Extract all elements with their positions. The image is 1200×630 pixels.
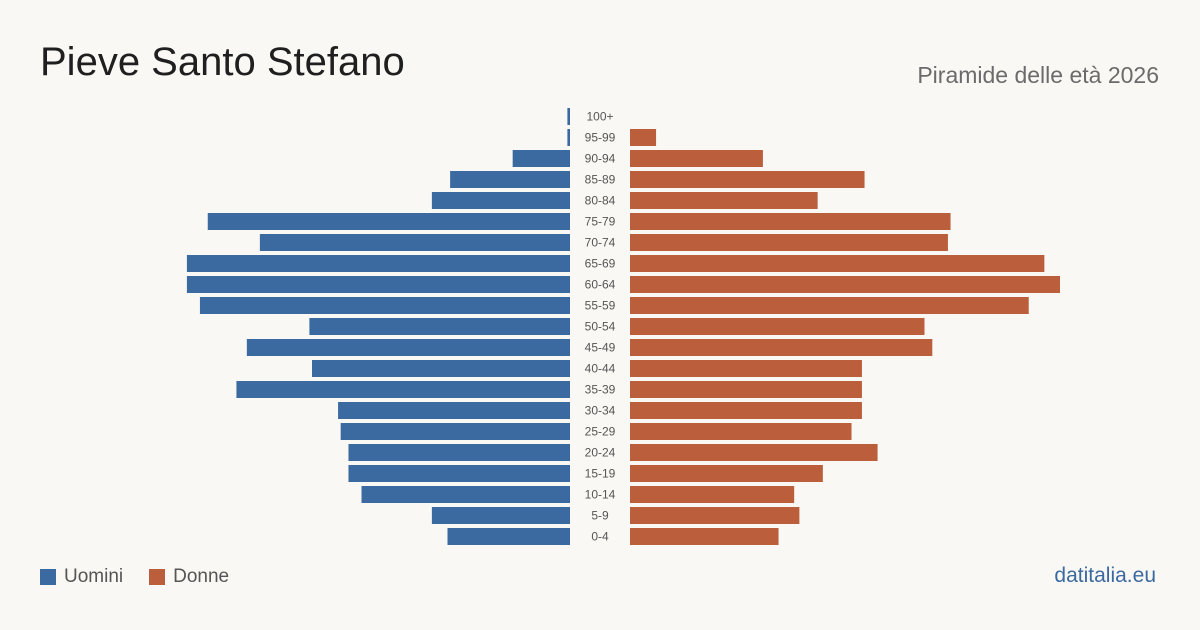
- bar-men-65-69: [186, 255, 570, 272]
- bar-men-5-9: [431, 507, 570, 524]
- bar-men-10-14: [361, 486, 570, 503]
- bar-women-20-24: [630, 444, 878, 461]
- bar-women-5-9: [630, 507, 800, 524]
- bar-women-60-64: [630, 276, 1060, 293]
- bar-men-15-19: [348, 465, 570, 482]
- age-label-40-44: 40-44: [585, 362, 616, 376]
- age-label-35-39: 35-39: [585, 383, 616, 397]
- bar-men-85-89: [450, 171, 570, 188]
- age-label-50-54: 50-54: [585, 320, 616, 334]
- age-label-95-99: 95-99: [585, 131, 616, 145]
- bar-women-75-79: [630, 213, 951, 230]
- age-label-80-84: 80-84: [585, 194, 616, 208]
- bar-women-50-54: [630, 318, 925, 335]
- age-label-20-24: 20-24: [585, 446, 616, 460]
- bar-men-0-4: [447, 528, 570, 545]
- legend-swatch-men: [40, 569, 56, 585]
- age-label-25-29: 25-29: [585, 425, 616, 439]
- bar-women-40-44: [630, 360, 862, 377]
- age-label-60-64: 60-64: [585, 278, 616, 292]
- bar-women-90-94: [630, 150, 763, 167]
- age-label-75-79: 75-79: [585, 215, 616, 229]
- legend-swatch-women: [149, 569, 166, 585]
- bar-men-20-24: [348, 444, 570, 461]
- legend-item-men: Uomini: [40, 566, 123, 588]
- legend-item-women: Donne: [149, 566, 229, 588]
- bar-men-90-94: [512, 150, 570, 167]
- age-label-70-74: 70-74: [585, 236, 616, 250]
- bar-men-80-84: [431, 192, 570, 209]
- bar-women-30-34: [630, 402, 862, 419]
- source-link[interactable]: datitalia.eu: [1054, 564, 1156, 587]
- age-label-30-34: 30-34: [585, 404, 616, 418]
- age-label-100+: 100+: [586, 110, 613, 124]
- age-label-10-14: 10-14: [585, 488, 616, 502]
- bar-women-15-19: [630, 465, 823, 482]
- bar-men-40-44: [312, 360, 570, 377]
- bar-men-100+: [567, 108, 570, 125]
- legend: Uomini Donne: [40, 566, 229, 588]
- bar-women-55-59: [630, 297, 1029, 314]
- bar-women-65-69: [630, 255, 1045, 272]
- bar-men-95-99: [567, 129, 570, 146]
- legend-label-women: Donne: [173, 566, 230, 587]
- bar-men-75-79: [207, 213, 570, 230]
- bar-women-35-39: [630, 381, 862, 398]
- bar-women-0-4: [630, 528, 779, 545]
- bar-women-45-49: [630, 339, 933, 356]
- bar-women-80-84: [630, 192, 818, 209]
- bar-men-45-49: [246, 339, 570, 356]
- bar-women-10-14: [630, 486, 795, 503]
- bar-women-70-74: [630, 234, 948, 251]
- bar-men-25-29: [340, 423, 570, 440]
- bar-women-95-99: [630, 129, 657, 146]
- bar-men-35-39: [236, 381, 570, 398]
- bar-men-55-59: [199, 297, 570, 314]
- age-label-5-9: 5-9: [591, 509, 609, 523]
- legend-label-men: Uomini: [64, 566, 124, 587]
- age-label-55-59: 55-59: [585, 299, 616, 313]
- age-label-65-69: 65-69: [585, 257, 616, 271]
- bar-men-50-54: [309, 318, 570, 335]
- age-label-85-89: 85-89: [585, 173, 616, 187]
- chart-subtitle: Piramide delle età 2026: [917, 62, 1159, 88]
- age-label-45-49: 45-49: [585, 341, 616, 355]
- bar-men-60-64: [186, 276, 570, 293]
- bar-men-70-74: [259, 234, 570, 251]
- bar-women-25-29: [630, 423, 852, 440]
- bar-women-85-89: [630, 171, 865, 188]
- age-label-15-19: 15-19: [585, 467, 616, 481]
- bar-men-30-34: [338, 402, 570, 419]
- age-label-0-4: 0-4: [591, 530, 609, 544]
- chart-title: Pieve Santo Stefano: [40, 40, 405, 84]
- age-label-90-94: 90-94: [585, 152, 616, 166]
